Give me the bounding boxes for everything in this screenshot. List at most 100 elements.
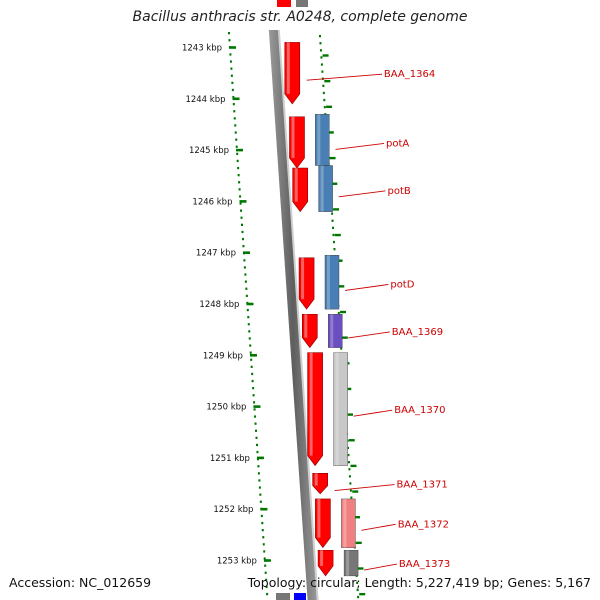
ruler-dot bbox=[246, 308, 249, 312]
ruler-dot bbox=[231, 88, 234, 92]
gene-label-BAA_1371[interactable]: BAA_1371 bbox=[396, 480, 447, 491]
outer-ruler-dot bbox=[337, 311, 340, 315]
ruler-dot bbox=[235, 138, 238, 141]
ruler-dot bbox=[264, 571, 267, 574]
outer-ruler-tick bbox=[345, 387, 352, 391]
gene-label-BAA_1373[interactable]: BAA_1373 bbox=[399, 559, 450, 570]
ruler-dot bbox=[240, 209, 243, 212]
outer-ruler-dot bbox=[356, 588, 359, 592]
ruler-dot bbox=[238, 188, 241, 191]
gene-leader-potB bbox=[338, 190, 386, 198]
outer-ruler-dot bbox=[331, 219, 334, 222]
ruler-dot bbox=[253, 401, 256, 404]
ruler-dot bbox=[265, 578, 268, 581]
ruler-dot bbox=[237, 166, 240, 170]
gene-label-potB[interactable]: potB bbox=[387, 186, 410, 197]
ruler-tick-label: 1245 kbp bbox=[189, 146, 229, 156]
ruler-dot bbox=[233, 117, 236, 120]
partner-gene-BAA_1369-shade bbox=[330, 314, 334, 348]
ruler-dot bbox=[243, 259, 246, 262]
partial-gene-top-grey bbox=[296, 0, 308, 7]
outer-ruler-dot bbox=[346, 446, 349, 450]
partial-gene-bottom-grey bbox=[276, 593, 290, 600]
partner-gene-potA-shade bbox=[317, 114, 321, 166]
gene-arrow-BAA_1373-shade bbox=[320, 550, 324, 566]
gene-leader-potA bbox=[335, 142, 385, 150]
outer-ruler-dot bbox=[348, 475, 351, 478]
outer-ruler-dot bbox=[349, 489, 352, 492]
ruler-dot bbox=[240, 216, 243, 219]
ruler-dot bbox=[262, 543, 265, 546]
outer-ruler-tick bbox=[341, 336, 348, 339]
outer-ruler-tick bbox=[348, 439, 355, 442]
outer-ruler-tick bbox=[346, 413, 353, 416]
ruler-dot bbox=[258, 479, 261, 482]
partner-gene-BAA_1370 bbox=[333, 352, 348, 466]
ruler-dot bbox=[263, 557, 266, 560]
ruler-tick bbox=[232, 97, 240, 101]
outer-ruler-dot bbox=[332, 233, 335, 237]
ruler-dot bbox=[254, 415, 257, 418]
ruler-dot bbox=[230, 67, 233, 70]
ruler-dot bbox=[257, 465, 260, 468]
outer-ruler-tick bbox=[334, 233, 341, 237]
ruler-dot bbox=[253, 408, 256, 411]
partner-gene-BAA_1373 bbox=[343, 550, 359, 577]
gene-label-BAA_1370[interactable]: BAA_1370 bbox=[394, 405, 445, 416]
outer-ruler-dot bbox=[347, 453, 350, 457]
ruler-dot bbox=[238, 181, 241, 184]
ruler-dot bbox=[232, 103, 235, 106]
ruler-dot bbox=[242, 245, 245, 248]
outer-ruler-tick bbox=[324, 79, 331, 83]
outer-ruler-dot bbox=[332, 226, 335, 229]
gene-leader-BAA_1364 bbox=[306, 73, 382, 81]
gene-label-potD[interactable]: potD bbox=[390, 279, 414, 290]
ruler-dot bbox=[237, 174, 240, 177]
ruler-tick-label: 1252 kbp bbox=[213, 505, 253, 515]
gene-leader-potD bbox=[345, 284, 389, 291]
outer-ruler-dot bbox=[348, 468, 351, 471]
partial-gene-bottom-blue bbox=[294, 593, 306, 600]
outer-ruler-tick bbox=[355, 541, 362, 545]
ruler-dot bbox=[245, 287, 248, 290]
ruler-dot bbox=[252, 394, 255, 397]
outer-ruler-dot bbox=[318, 35, 321, 38]
gene-label-potA[interactable]: potA bbox=[386, 138, 409, 149]
ruler-dot bbox=[236, 159, 239, 163]
outer-ruler-tick bbox=[357, 567, 364, 570]
map-title: Bacillus anthracis str. A0248, complete … bbox=[132, 9, 468, 25]
ruler-dot bbox=[248, 330, 251, 333]
ruler-dot bbox=[250, 358, 253, 361]
ruler-tick bbox=[229, 46, 237, 49]
ruler-tick bbox=[246, 302, 254, 306]
ruler-tick bbox=[260, 507, 268, 511]
outer-ruler-dot bbox=[323, 98, 326, 102]
gene-label-BAA_1364[interactable]: BAA_1364 bbox=[384, 69, 435, 80]
outer-ruler-tick bbox=[340, 310, 347, 314]
gene-label-BAA_1369[interactable]: BAA_1369 bbox=[392, 327, 443, 338]
ruler-dot bbox=[236, 152, 239, 155]
ruler-dot bbox=[249, 351, 252, 354]
outer-ruler-tick bbox=[331, 182, 338, 185]
ruler-dot bbox=[234, 131, 237, 134]
gene-leader-BAA_1369 bbox=[348, 331, 390, 339]
outer-ruler-dot bbox=[321, 70, 324, 73]
ruler-dot bbox=[251, 372, 254, 376]
gene-label-BAA_1372[interactable]: BAA_1372 bbox=[398, 519, 449, 530]
outer-ruler-tick bbox=[327, 131, 334, 134]
gene-arrow-BAA_1371-shade bbox=[314, 473, 318, 486]
gene-leader-BAA_1370 bbox=[353, 409, 393, 417]
ruler-dot bbox=[234, 124, 237, 127]
ruler-dot bbox=[259, 493, 262, 496]
ruler-dot bbox=[265, 585, 268, 589]
ruler-dot bbox=[250, 365, 253, 368]
ruler-tick-label: 1244 kbp bbox=[185, 95, 225, 105]
ruler-tick-label: 1251 kbp bbox=[210, 454, 250, 464]
ruler-dot bbox=[247, 316, 250, 319]
ruler-dot bbox=[261, 529, 264, 532]
ruler-tick-label: 1247 kbp bbox=[196, 249, 236, 259]
outer-ruler-tick bbox=[350, 464, 357, 468]
gene-leader-BAA_1372 bbox=[361, 523, 396, 531]
gene-leader-BAA_1373 bbox=[364, 563, 397, 571]
ruler-dot bbox=[260, 514, 263, 518]
